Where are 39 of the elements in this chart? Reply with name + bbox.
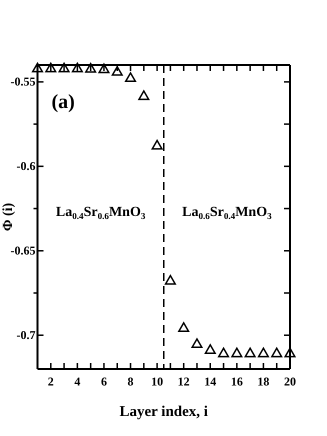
point <box>124 72 136 82</box>
annotation: La$_{0.4}$Sr$_{0.6}$MnO$_{3}$ <box>56 205 146 221</box>
point <box>284 348 296 358</box>
point <box>258 348 269 358</box>
y-tick-label: -0.55 <box>10 74 36 89</box>
point <box>178 322 190 332</box>
annotation: La$_{0.6}$Sr$_{0.4}$MnO$_{3}$ <box>182 205 272 221</box>
x-tick-label: 4 <box>74 374 80 389</box>
x-tick-label: 6 <box>100 374 107 389</box>
point <box>45 62 56 72</box>
y-tick-label: -0.6 <box>16 159 36 174</box>
point <box>244 348 256 358</box>
x-tick-label: 2 <box>48 374 54 389</box>
x-tick-label: 16 <box>230 374 243 389</box>
x-tick-label: 10 <box>151 374 164 389</box>
point <box>164 274 176 285</box>
point <box>112 66 123 76</box>
point <box>98 63 110 74</box>
annotation: (a) <box>52 91 75 113</box>
x-tick-label: 12 <box>178 374 190 389</box>
y-axis-title: Φ (i) <box>1 202 16 232</box>
point <box>218 348 230 358</box>
point <box>231 348 242 358</box>
point <box>204 344 216 354</box>
x-tick-label: 18 <box>257 374 270 389</box>
point <box>191 338 203 348</box>
x-axis-title: Layer index, i <box>120 404 208 420</box>
x-tick-label: 8 <box>128 374 134 389</box>
x-tick-label: 20 <box>284 374 296 389</box>
x-tick-label: 14 <box>204 374 216 389</box>
point <box>32 62 44 72</box>
y-tick-label: -0.65 <box>10 244 36 258</box>
point <box>152 140 163 150</box>
point <box>271 348 282 358</box>
point <box>138 90 150 100</box>
point <box>58 62 70 72</box>
point <box>85 62 96 73</box>
point <box>72 62 83 72</box>
y-tick-label: -0.7 <box>16 328 36 342</box>
